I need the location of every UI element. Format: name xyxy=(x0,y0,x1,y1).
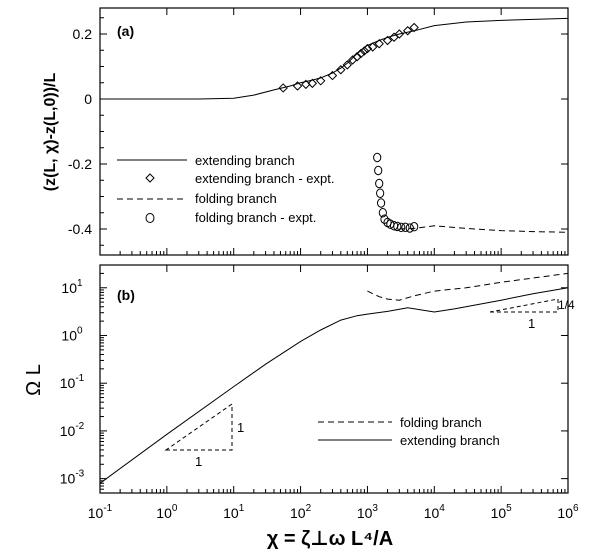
legend-a-diamond-marker xyxy=(145,173,155,183)
panel-b-y-tick-label: 10-3 xyxy=(60,469,85,487)
panel-a-y-tick-label: -0.2 xyxy=(68,156,92,172)
panel-a-circle-point xyxy=(375,178,384,189)
slope-triangle-2: 1/4 1 xyxy=(489,298,575,331)
panel-a-series xyxy=(100,17,569,233)
slope-triangle-1-horizontal-label: 1 xyxy=(195,454,202,469)
panel-a-diamond-point xyxy=(342,60,353,70)
panel-b-y-tick-label: 101 xyxy=(61,278,83,296)
panel-b-x-tick-label: 100 xyxy=(156,503,178,521)
panel-b-series-0-line xyxy=(367,272,569,301)
slope-triangle-2-horizontal-label: 1 xyxy=(528,316,535,331)
panel-a-circle-point xyxy=(401,222,410,233)
panel-a-circle-point xyxy=(373,152,382,163)
panel-b-series-1-line xyxy=(99,287,569,484)
panel-b-y-axis-title-text: Ω L xyxy=(23,364,45,396)
panel-a-y-axis: 0.2 0 -0.2 -0.4 xyxy=(68,17,568,246)
slope-triangle-2-vertical-label: 1/4 xyxy=(558,298,575,312)
panel-a: 0.2 0 -0.2 -0.4 (a) (z(L, χ)-z(L,0))/L exte… xyxy=(42,7,569,256)
panel-b-x-tick-label: 10-1 xyxy=(88,503,113,521)
legend-a-folding-label: folding branch xyxy=(195,191,277,206)
panel-a-series-0-line xyxy=(100,17,569,100)
panel-b-legend: folding branch extending branch xyxy=(318,415,500,448)
panel-b-y-tick-label: 10-1 xyxy=(60,373,85,391)
panel-b-x-tick-label: 102 xyxy=(290,503,312,521)
panel-a-diamond-point xyxy=(356,48,366,59)
panel-a-diamond-point xyxy=(402,26,413,36)
panel-a-circle-point xyxy=(405,223,414,233)
panel-b-x-tick-label: 105 xyxy=(491,503,513,521)
legend-a-extending-label: extending branch xyxy=(195,153,295,168)
panel-b-y-axis: 101 100 10-1 10-2 10-3 xyxy=(60,264,568,494)
panel-a-diamond-point xyxy=(359,46,370,56)
panel-b-series xyxy=(99,272,569,484)
panel-a-circle-point xyxy=(374,165,383,176)
panel-a-diamond-point xyxy=(362,43,373,54)
panel-a-circle-point xyxy=(393,221,402,232)
panel-b-frame xyxy=(99,264,569,494)
panel-b-y-tick-label: 100 xyxy=(61,325,83,343)
panel-a-x-ticks xyxy=(99,8,569,255)
panel-a-diamond-point xyxy=(315,76,326,86)
panel-a-diamond-point xyxy=(336,65,346,75)
panel-b-x-axis-title-text: χ = ζ⊥ω L⁴/A xyxy=(267,528,393,550)
panel-a-diamond-point xyxy=(382,35,393,46)
panel-a-diamond-point xyxy=(394,29,405,39)
panel-a-y-tick-label: 0 xyxy=(84,91,92,107)
slope-triangle-2-shape xyxy=(489,298,559,313)
panel-a-diamond-point xyxy=(327,70,338,81)
panel-a-circle-point xyxy=(376,188,385,198)
panel-a-diamond-point xyxy=(352,52,362,62)
panel-a-legend: extending branch extending branch - expt… xyxy=(117,153,334,225)
slope-triangle-1-vertical-label: 1 xyxy=(237,420,244,435)
panel-a-circle-point xyxy=(410,222,419,232)
panel-b-x-tick-label: 101 xyxy=(223,503,245,521)
panel-a-circle-point xyxy=(378,208,387,218)
panel-a-y-axis-title: (z(L, χ)-z(L,0))/L xyxy=(42,73,59,192)
panel-b-label: (b) xyxy=(117,287,135,303)
legend-a-folding-expt-label: folding branch - expt. xyxy=(195,210,316,225)
legend-a-circle-marker xyxy=(145,213,155,223)
panel-b-x-axis: 10-1 100 101 102 103 104 105 106 xyxy=(88,265,579,521)
panel-b-x-tick-label: 104 xyxy=(424,503,446,521)
panel-a-diamond-point xyxy=(409,22,419,33)
panel-b-x-tick-label: 103 xyxy=(357,503,379,521)
legend-b-folding-label: folding branch xyxy=(400,415,482,430)
panel-a-series-2-line xyxy=(399,225,569,233)
panel-a-circle-point xyxy=(376,198,386,208)
legend-a-extending-expt-label: extending branch - expt. xyxy=(195,171,334,186)
panel-a-circle-point xyxy=(397,222,406,233)
panel-a-diamond-point xyxy=(368,42,378,52)
panel-a-diamond-point xyxy=(292,81,303,91)
panel-a-diamond-point xyxy=(374,39,384,49)
panel-b-x-tick-label: 106 xyxy=(557,503,579,521)
panel-a-diamond-point xyxy=(278,83,288,93)
panel-b-y-tick-label: 10-2 xyxy=(60,421,85,439)
panel-a-y-tick-label: 0.2 xyxy=(73,26,93,42)
slope-triangle-1: 1 1 xyxy=(164,403,244,469)
panel-a-label: (a) xyxy=(117,23,134,39)
panel-a-y-tick-label: -0.4 xyxy=(68,221,92,237)
panel-a-frame xyxy=(99,7,569,256)
panel-a-diamond-point xyxy=(307,78,318,89)
legend-b-extending-label: extending branch xyxy=(400,433,500,448)
panel-b-y-axis-title: Ω L xyxy=(23,364,45,396)
panel-b-x-axis-title: χ = ζ⊥ω L⁴/A xyxy=(267,528,393,550)
